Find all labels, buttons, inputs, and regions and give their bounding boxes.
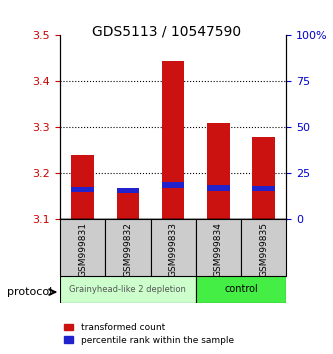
Bar [71, 187, 94, 192]
Text: Grainyhead-like 2 depletion: Grainyhead-like 2 depletion [70, 285, 186, 294]
Bar [162, 61, 184, 219]
Bar [252, 186, 275, 192]
Text: control: control [224, 284, 258, 295]
Text: GSM999831: GSM999831 [78, 222, 87, 277]
Text: GSM999834: GSM999834 [214, 222, 223, 277]
FancyBboxPatch shape [105, 219, 151, 276]
Bar [117, 190, 139, 219]
Bar [207, 185, 230, 191]
FancyBboxPatch shape [241, 219, 286, 276]
Bar [252, 137, 275, 219]
Bar [117, 188, 139, 193]
FancyBboxPatch shape [60, 276, 196, 303]
FancyBboxPatch shape [60, 219, 105, 276]
Legend: transformed count, percentile rank within the sample: transformed count, percentile rank withi… [65, 323, 234, 345]
FancyBboxPatch shape [196, 219, 241, 276]
Bar [71, 155, 94, 219]
Text: protocol: protocol [7, 287, 52, 297]
FancyBboxPatch shape [196, 276, 286, 303]
Text: GDS5113 / 10547590: GDS5113 / 10547590 [92, 25, 241, 39]
Text: GSM999833: GSM999833 [168, 222, 178, 277]
FancyBboxPatch shape [151, 219, 196, 276]
Bar [207, 123, 230, 219]
Text: GSM999835: GSM999835 [259, 222, 268, 277]
Bar [162, 182, 184, 188]
Text: GSM999832: GSM999832 [123, 222, 133, 277]
